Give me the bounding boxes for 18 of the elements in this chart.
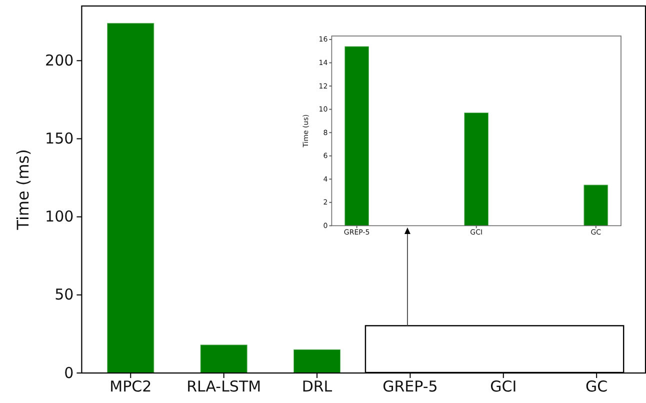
y-axis-title: Time (ms) [13, 149, 32, 231]
bar [107, 22, 154, 374]
x-tick-label: GREP-5 [382, 378, 438, 396]
x-tick-label: DRL [302, 378, 333, 396]
x-tick-label: MPC2 [110, 378, 152, 396]
bar [200, 344, 248, 374]
x-tick-label: RLA-LSTM [186, 378, 262, 396]
y-tick-label: 50 [54, 286, 74, 304]
y-tick-label: 200 [45, 51, 74, 70]
x-tick-label: GCI [490, 378, 517, 396]
bar [293, 349, 341, 374]
y-tick-label: 150 [45, 130, 74, 148]
bar [584, 184, 608, 226]
y-tick-label: 0 [64, 364, 74, 382]
bar [344, 46, 370, 226]
bar [464, 112, 489, 226]
y-tick-label: 100 [45, 208, 74, 226]
x-tick-label: GC [586, 378, 608, 396]
